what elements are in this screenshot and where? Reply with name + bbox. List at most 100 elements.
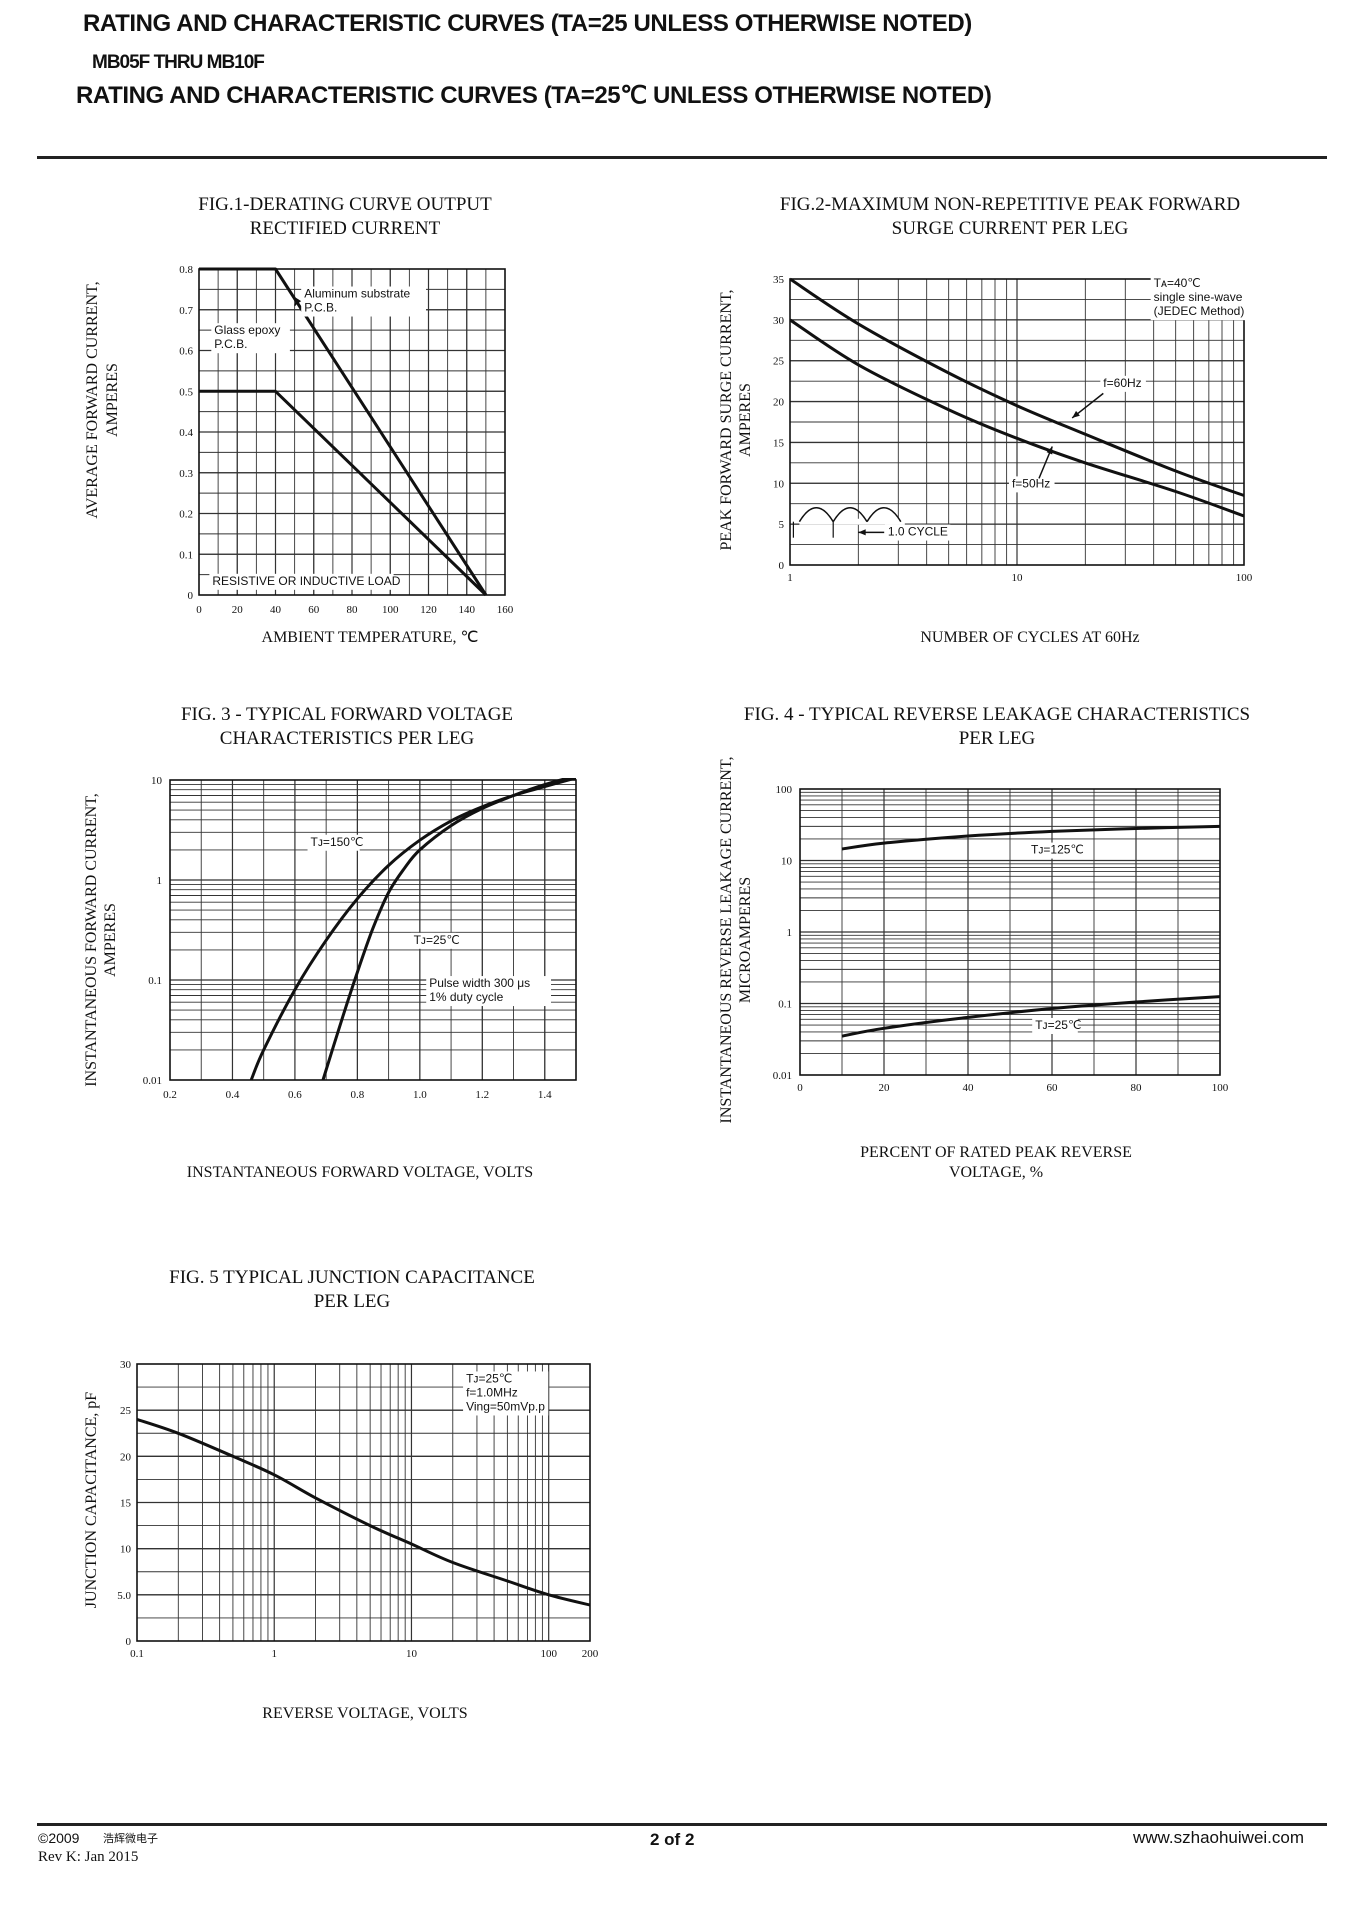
fig1-y-tick-label: 0.7 <box>179 305 193 317</box>
fig1-annotation-bg <box>209 573 394 590</box>
fig1-series-2-line <box>199 389 487 597</box>
fig2-x-tick-label: 1 <box>787 572 793 584</box>
fig2-x-tick-label: 100 <box>1236 572 1253 584</box>
fig2-title: FIG.2-MAXIMUM NON-REPETITIVE PEAK FORWAR… <box>780 194 1240 215</box>
fig3-x-tick-label: 0.4 <box>226 1089 240 1101</box>
fig2-annotation-text: f=60Hz <box>1103 376 1141 390</box>
fig1-x-tick-label: 0 <box>196 604 202 616</box>
fig2-annotation-arrowhead <box>1046 446 1053 455</box>
fig1-y-tick-label: 0.1 <box>179 549 193 561</box>
fig3-y-tick-label: 10 <box>151 775 163 787</box>
fig1-annotation-text: Aluminum substrate <box>304 287 410 301</box>
part-number-range: MB05F THRU MB10F <box>92 52 265 73</box>
fig5-x-tick-label: 100 <box>540 1648 557 1660</box>
fig4-y-tick-label: 10 <box>781 856 793 868</box>
website-link[interactable]: www.szhaohuiwei.com <box>1133 1828 1305 1847</box>
fig1-annotation-text: Glass epoxy <box>214 323 280 337</box>
fig1-x-tick-label: 160 <box>497 604 514 616</box>
fig3-y-tick-label: 1 <box>157 875 163 887</box>
fig2-annotation-text: single sine-wave <box>1154 290 1243 304</box>
fig5-y-tick-label: 25 <box>120 1405 132 1417</box>
fig2-plot-frame <box>789 278 1245 566</box>
fig5-annotation-text: Ving=50mVp.p <box>466 1399 545 1413</box>
fig3-annotation-text: Tᴊ=150℃ <box>311 835 364 849</box>
fig1-y-axis-label: AMPERES <box>104 363 121 437</box>
fig2-series-2-line <box>790 318 1244 518</box>
fig2-y-axis-label: AMPERES <box>737 383 754 457</box>
fig2-annotation-bg <box>1008 476 1055 493</box>
fig2-y-tick-label: 25 <box>773 356 785 368</box>
fig1-title: RECTIFIED CURRENT <box>250 218 441 239</box>
fig5-x-tick-label: 1 <box>271 1648 277 1660</box>
fig2-annotation-bg <box>1100 375 1146 392</box>
fig2-y-tick-label: 30 <box>773 315 785 327</box>
fig1-plot-frame <box>198 268 506 596</box>
fig2-annotation-text: f=50Hz <box>1012 476 1050 490</box>
page-number: 2 of 2 <box>650 1830 695 1849</box>
fig5-y-tick-label: 20 <box>120 1451 132 1463</box>
fig1-y-tick-label: 0.4 <box>179 427 193 439</box>
header-title-line3: RATING AND CHARACTERISTIC CURVES (TA=25℃… <box>76 82 992 109</box>
fig2-y-tick-label: 20 <box>773 397 785 409</box>
fig3-annotation-bg <box>307 834 360 851</box>
fig1-y-tick-label: 0.5 <box>179 386 193 398</box>
fig1-y-tick-label: 0.3 <box>179 468 193 480</box>
fig1-y-tick-label: 0 <box>188 590 194 602</box>
fig2-y-axis-label: PEAK FORWARD SURGE CURRENT, <box>718 289 735 550</box>
fig3-y-tick-label: 0.1 <box>148 975 162 987</box>
company-name: 浩辉微电子 <box>103 1832 158 1845</box>
fig5-plot-frame <box>136 1363 591 1642</box>
fig4-chart: 0 20 40 60 80 100 0.01 0.1 1 10 100 FIG. 4 - TYPICA… <box>718 704 1250 1181</box>
fig3-series-1-line <box>249 778 576 1081</box>
fig5-x-tick-label: 200 <box>582 1648 599 1660</box>
fig5-x-tick-label: 10 <box>406 1648 418 1660</box>
fig3-annotation-text: Pulse width 300 μs <box>429 976 530 990</box>
fig5-title: PER LEG <box>314 1291 391 1312</box>
fig3-x-tick-label: 0.2 <box>163 1089 177 1101</box>
fig4-y-tick-label: 100 <box>776 784 793 796</box>
fig2-x-tick-label: 10 <box>1012 572 1024 584</box>
fig5-annotation-text: Tᴊ=25℃ <box>466 1371 512 1385</box>
fig5-y-tick-label: 10 <box>120 1544 132 1556</box>
fig1-annotation-text: P.C.B. <box>214 337 247 351</box>
copyright: ©2009 <box>38 1830 80 1846</box>
fig5-annotation-text: f=1.0MHz <box>466 1385 518 1399</box>
fig1-title: FIG.1-DERATING CURVE OUTPUT <box>198 194 492 215</box>
fig4-plot-frame <box>799 788 1221 1076</box>
fig3-x-axis-label: INSTANTANEOUS FORWARD VOLTAGE, VOLTS <box>187 1164 533 1181</box>
fig4-x-tick-label: 20 <box>879 1082 891 1094</box>
fig1-annotation-text: RESISTIVE OR INDUCTIVE LOAD <box>212 574 400 588</box>
fig5-y-tick-label: 0 <box>126 1636 132 1648</box>
fig1-x-tick-label: 40 <box>270 604 282 616</box>
fig1-x-tick-label: 20 <box>232 604 244 616</box>
fig4-title: FIG. 4 - TYPICAL REVERSE LEAKAGE CHARACT… <box>744 704 1250 725</box>
fig2-x-axis-label: NUMBER OF CYCLES AT 60Hz <box>920 629 1139 646</box>
fig3-title: FIG. 3 - TYPICAL FORWARD VOLTAGE <box>181 704 513 725</box>
fig5-title: FIG. 5 TYPICAL JUNCTION CAPACITANCE <box>169 1267 535 1288</box>
fig1-annotation-text: P.C.B. <box>304 301 337 315</box>
fig4-x-axis-label: PERCENT OF RATED PEAK REVERSE <box>860 1144 1132 1161</box>
fig3-x-tick-label: 1.4 <box>538 1089 552 1101</box>
fig5-annotation-bg <box>463 1371 549 1416</box>
fig4-x-tick-label: 100 <box>1212 1082 1229 1094</box>
fig1-x-tick-label: 140 <box>459 604 476 616</box>
fig2-chart: 1 10 100 0 5 10 15 20 25 30 35 FIG.2-MAXIMUM NON-RE… <box>718 194 1263 646</box>
fig5-x-axis-label: REVERSE VOLTAGE, VOLTS <box>262 1705 467 1722</box>
fig2-y-tick-label: 15 <box>773 437 785 449</box>
fig4-y-axis-label: MICROAMPERES <box>737 877 754 1003</box>
fig1-x-tick-label: 60 <box>308 604 320 616</box>
top-divider <box>37 156 1327 159</box>
fig4-series-1-line <box>841 824 1220 851</box>
fig2-y-tick-label: 5 <box>779 519 785 531</box>
fig2-y-tick-label: 10 <box>773 478 785 490</box>
fig4-annotation-text: Tᴊ=125℃ <box>1031 843 1084 857</box>
fig2-y-tick-label: 35 <box>773 274 785 286</box>
fig5-series-1-line <box>137 1417 590 1607</box>
fig1-annotation-bg <box>211 323 290 354</box>
fig4-title: PER LEG <box>959 728 1036 749</box>
fig3-annotation-text: Tᴊ=25℃ <box>414 933 460 947</box>
fig5-y-axis-label: JUNCTION CAPACITANCE, pF <box>83 1392 100 1608</box>
fig1-y-tick-label: 0.6 <box>179 346 193 358</box>
fig5-chart: 0.1 1 10 100 200 0 5.0 10 15 20 25 30 FIG. 5 TYPICAL… <box>83 1267 599 1722</box>
fig4-x-tick-label: 0 <box>797 1082 803 1094</box>
